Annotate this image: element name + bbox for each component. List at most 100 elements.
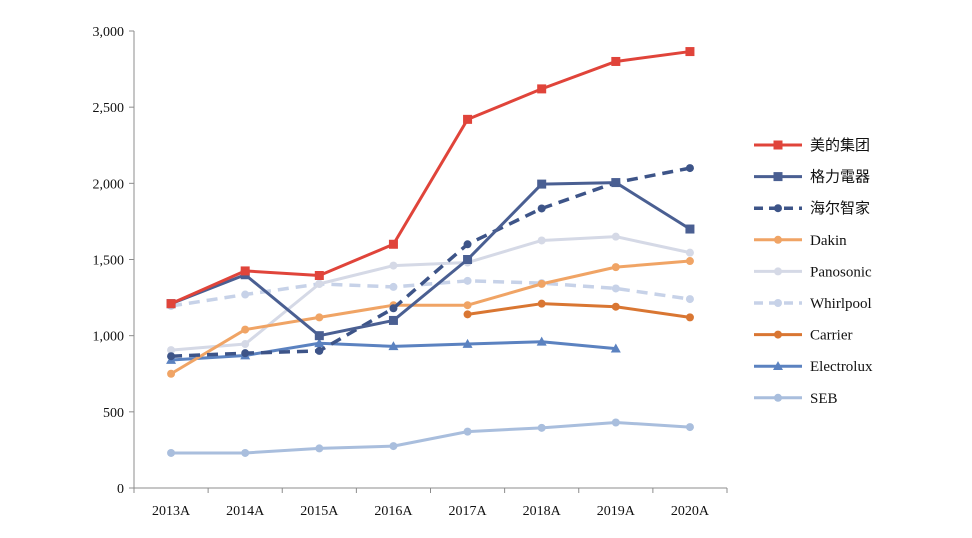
data-point (685, 47, 695, 57)
legend-item: Whirlpool (754, 296, 872, 312)
series-line (169, 420, 692, 455)
data-point (389, 304, 398, 313)
x-tick-label: 2019A (597, 504, 636, 519)
data-point (389, 442, 398, 451)
data-point (536, 336, 547, 346)
data-point (388, 341, 399, 351)
y-tick-label: 1,500 (93, 254, 125, 269)
legend-label: SEB (810, 391, 838, 407)
data-point (463, 301, 472, 310)
legend-item: Panosonic (754, 264, 872, 280)
chart-axes: 0 500 1,000 1,500 2,000 2,500 3,000 2013A 2014A 2… (93, 25, 728, 519)
legend-label: Whirlpool (810, 296, 872, 312)
series-7 (166, 336, 621, 364)
data-point (537, 299, 546, 308)
legend-swatch-marker (774, 393, 782, 402)
data-point (685, 164, 694, 173)
data-point (685, 313, 694, 322)
data-point (537, 84, 547, 94)
data-point (315, 279, 324, 288)
series-line (169, 50, 692, 306)
legend-label: Carrier (810, 328, 852, 344)
series-line (169, 181, 692, 338)
legend-item: Dakin (754, 233, 847, 249)
data-point (462, 338, 473, 348)
data-point (389, 261, 398, 270)
data-point (241, 448, 250, 457)
y-tick-label: 2,500 (93, 101, 125, 116)
legend-item: 海尔智家 (754, 199, 870, 217)
legend-item: SEB (754, 391, 838, 407)
x-tick-label: 2016A (374, 504, 413, 519)
legend-label: Panosonic (810, 264, 872, 280)
data-point (463, 276, 472, 285)
y-tick-label: 0 (117, 482, 124, 497)
series-layer (166, 47, 695, 457)
data-point (463, 240, 472, 249)
data-point (610, 343, 621, 353)
data-point (314, 338, 325, 348)
data-point (685, 224, 695, 234)
data-point (611, 232, 620, 241)
data-point (611, 263, 620, 272)
legend-item: 美的集团 (754, 136, 870, 154)
legend-label: 格力電器 (810, 168, 870, 186)
data-point (167, 448, 176, 457)
data-point (611, 56, 621, 66)
legend-label: Electrolux (810, 359, 873, 375)
data-point (611, 178, 621, 188)
data-point (685, 248, 694, 257)
x-tick-label: 2018A (523, 504, 562, 519)
series-0 (166, 47, 695, 309)
data-point (388, 239, 398, 249)
data-point (685, 423, 694, 432)
data-point (241, 349, 250, 358)
series-1 (166, 178, 695, 341)
data-point (389, 282, 398, 291)
data-point (315, 313, 324, 322)
x-tick-label: 2014A (226, 504, 265, 519)
x-tick-label: 2017A (449, 504, 488, 519)
x-tick-label: 2020A (671, 504, 710, 519)
data-point (685, 295, 694, 304)
legend-label: 美的集团 (810, 136, 870, 154)
y-tick-label: 2,000 (93, 177, 125, 192)
data-point (241, 290, 250, 299)
series-line (170, 279, 691, 308)
data-point (240, 266, 250, 276)
data-point (314, 270, 324, 280)
data-point (537, 204, 546, 213)
legend-item: 格力電器 (754, 168, 870, 186)
series-line (466, 302, 692, 319)
legend-item: Carrier (754, 328, 852, 344)
series-3 (167, 257, 694, 378)
legend-item: Electrolux (754, 359, 873, 375)
data-point (463, 255, 473, 264)
y-tick-label: 1,000 (93, 330, 125, 345)
legend-swatch-marker (773, 361, 783, 371)
legend-swatch-marker (774, 235, 782, 244)
data-point (463, 310, 472, 319)
data-point (537, 423, 546, 432)
legend-label: Dakin (810, 233, 847, 249)
data-point (611, 302, 620, 311)
data-point (315, 346, 324, 355)
legend-swatch-marker (774, 330, 782, 339)
y-tick-label: 3,000 (93, 25, 125, 40)
data-point (685, 257, 694, 266)
data-point (167, 352, 176, 361)
series-line (169, 235, 692, 352)
data-point (463, 114, 473, 124)
data-point (611, 284, 620, 293)
legend-swatch-marker (773, 140, 783, 150)
y-tick-label: 500 (103, 406, 124, 421)
x-tick-label: 2015A (300, 504, 339, 519)
data-point (611, 418, 620, 427)
data-point (167, 369, 176, 378)
data-point (315, 444, 324, 453)
data-point (314, 331, 324, 341)
data-point (463, 427, 472, 436)
data-point (537, 179, 547, 189)
legend-swatch-marker (774, 299, 782, 307)
